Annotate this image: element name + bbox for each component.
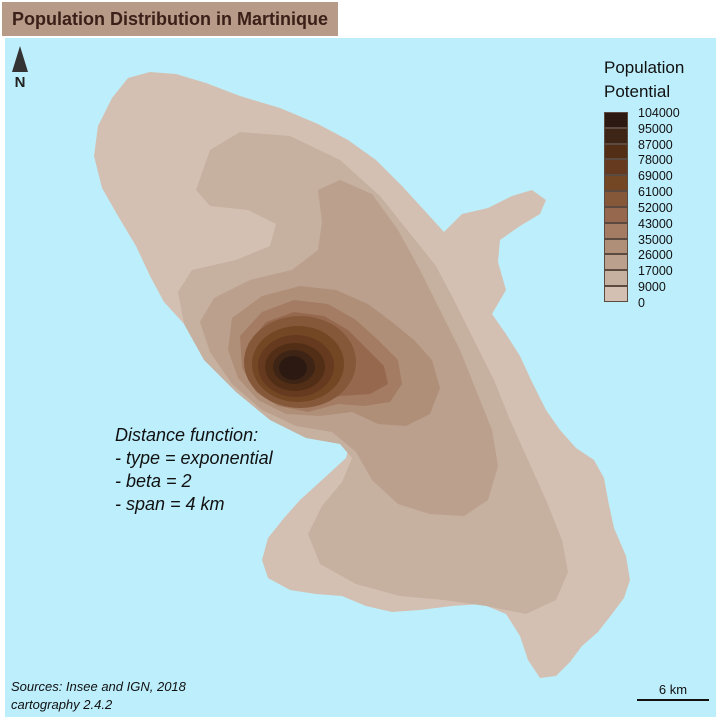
- contour-level-11: [279, 356, 307, 380]
- legend: Population Potential 104000 95000 87000 780…: [604, 56, 714, 312]
- legend-break-label: 43000: [638, 216, 673, 231]
- note-line-span: - span = 4 km: [115, 494, 225, 514]
- distance-function-note: Distance function: - type = exponential …: [115, 424, 273, 516]
- legend-break-label: 95000: [638, 121, 673, 136]
- sources-line: Sources: Insee and IGN, 2018: [11, 679, 186, 694]
- legend-break-label: 9000: [638, 280, 666, 295]
- legend-title-line-1: Population: [604, 58, 685, 77]
- map-title: Population Distribution in Martinique: [12, 8, 328, 29]
- legend-break-label: 26000: [638, 248, 673, 263]
- note-line-type: - type = exponential: [115, 448, 273, 468]
- legend-break-label: 61000: [638, 185, 673, 200]
- legend-swatch: [604, 270, 628, 287]
- legend-swatch: [604, 254, 628, 271]
- north-label: N: [14, 74, 26, 91]
- legend-break-label: 35000: [638, 232, 673, 247]
- cartography-line: cartography 2.4.2: [11, 697, 113, 712]
- legend-swatch: [604, 175, 628, 192]
- legend-swatch: [604, 159, 628, 176]
- scale-bar: 6 km: [637, 682, 709, 702]
- north-indicator: N: [8, 44, 32, 91]
- legend-swatch: [604, 191, 628, 207]
- legend-break-label: 78000: [638, 153, 673, 168]
- legend-break-label: 87000: [638, 137, 673, 152]
- legend-break-label: 104000: [638, 106, 680, 120]
- legend-title-line-2: Potential: [604, 82, 671, 101]
- legend-swatch: [604, 238, 628, 255]
- north-arrow-icon: [12, 46, 28, 72]
- legend-break-label: 52000: [638, 200, 673, 215]
- legend-break-label: 0: [638, 295, 645, 310]
- legend-swatch: [604, 112, 628, 128]
- legend-swatch: [604, 222, 628, 239]
- legend-scale: 104000 95000 87000 78000 69000 61000 52000 4300…: [604, 106, 714, 312]
- legend-swatch: [604, 143, 628, 160]
- legend-swatch: [604, 286, 628, 302]
- scale-bar-line: [637, 699, 709, 701]
- note-line-beta: - beta = 2: [115, 471, 192, 491]
- legend-swatch: [604, 127, 628, 144]
- legend-break-label: 17000: [638, 264, 673, 279]
- legend-swatch: [604, 206, 628, 223]
- scale-bar-label: 6 km: [658, 682, 688, 697]
- map-title-box: Population Distribution in Martinique: [2, 2, 338, 36]
- sources-credit: Sources: Insee and IGN, 2018 cartography…: [11, 678, 186, 714]
- note-heading: Distance function:: [115, 425, 259, 445]
- legend-break-label: 69000: [638, 169, 673, 184]
